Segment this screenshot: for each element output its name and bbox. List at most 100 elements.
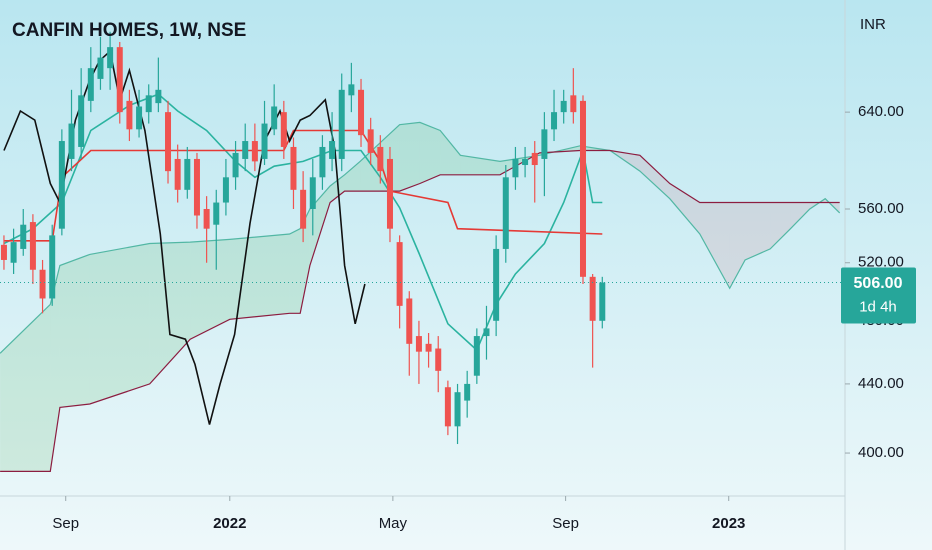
candle-body [589,276,596,321]
candle-body [271,106,278,130]
candle-body [386,158,393,229]
cloud-fill [419,122,441,184]
currency-label: INR [860,16,886,33]
candle-body [136,106,143,130]
candle-body [10,242,17,263]
candle-body [522,158,529,166]
cloud-fill [669,183,700,235]
cloud-span-b [0,149,840,472]
candle-body [512,158,519,178]
candle-body [165,112,172,172]
chart-title: CANFIN HOMES, 1W, NSE [12,20,246,41]
x-tick-label: Sep [52,515,79,532]
candle-body [425,343,432,352]
indicator-line [3,93,603,352]
cloud-fill [289,228,301,314]
candle-body [251,141,258,162]
y-tick-label: 640.00 [858,103,904,120]
x-tick-label: Sep [552,515,579,532]
candle-body [87,68,94,101]
candle-body [541,129,548,159]
candle-body [78,95,85,147]
candle-body [184,158,191,190]
plot-area [0,31,845,472]
candle-body [396,242,403,306]
countdown-label: 1d 4h [859,299,897,316]
cloud-fill [59,254,90,408]
candle-body [473,336,480,376]
cloud-fill [0,304,51,472]
candle-body [502,177,509,249]
candle-body [329,141,336,159]
candle-body [29,222,36,270]
candle-body [338,89,345,159]
y-tick-label: 560.00 [858,200,904,217]
last-price-label: 506.00 [854,275,903,292]
cloud-fill [699,202,730,289]
candle-body [367,129,374,153]
candle-body [309,177,316,209]
candle-body [531,152,538,166]
cloud-fill [149,242,191,384]
candle-body [300,189,307,229]
candle-body [435,348,442,371]
candle-body [232,152,239,178]
candle-body [377,146,384,172]
candle-body [0,244,7,260]
x-tick-label: May [379,515,408,532]
candle-body [358,89,365,136]
cloud-fill [399,122,420,192]
candle-body [145,95,152,113]
cloud-fill [190,239,230,340]
candle-body [155,89,162,104]
candle-body [280,112,287,147]
cloud-fill [89,243,150,404]
candle-body [242,141,249,159]
candle-body [319,146,326,178]
candle-body [222,177,229,203]
candle-body [193,158,200,216]
cloud-fill [440,130,461,175]
candle-body [454,392,461,427]
cloud-fill [770,202,791,249]
cloud-fill [330,174,345,203]
candle-body [174,158,181,190]
candle-body [415,336,422,352]
candle-body [261,123,268,159]
cloud-fill [790,202,810,229]
candle-body [464,383,471,401]
last-price-badge [841,267,916,324]
cloud-span-a [0,121,841,354]
candle-body [49,235,56,299]
y-tick-label: 440.00 [858,375,904,392]
y-tick-label: 520.00 [858,254,904,271]
candle-body [203,208,210,229]
candle-body [570,95,577,113]
candle-body [126,100,133,130]
x-tick-label: 2022 [213,515,246,532]
candle-body [39,269,46,299]
candle-body [599,282,606,321]
candle-body [493,248,500,321]
candle-body [483,328,490,337]
candle-body [406,298,413,344]
candle-body [348,84,355,96]
candle-body [20,224,27,249]
candle-body [444,387,451,427]
candle-body [213,202,220,225]
candle-body [560,100,567,113]
candle-body [107,47,114,69]
x-tick-label: 2023 [712,515,745,532]
cloud-fill [639,155,670,199]
candle-body [551,112,558,130]
candle-body [97,57,104,79]
cloud-fill [745,202,771,260]
candle-body [116,47,123,113]
cloud-fill [344,161,361,192]
cloud-fill [229,234,290,320]
candle-body [68,123,75,159]
candle-body [290,146,297,190]
